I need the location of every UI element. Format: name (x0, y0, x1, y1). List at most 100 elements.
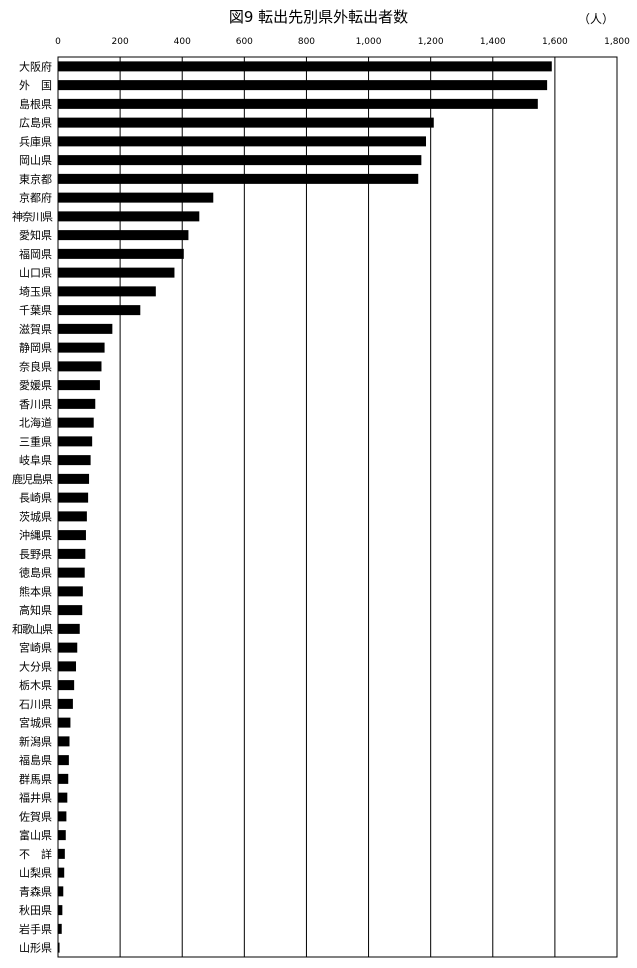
category-label: 東京都 (19, 172, 52, 186)
category-label: 千葉県 (19, 303, 52, 317)
bar (58, 492, 89, 503)
category-label: 広島県 (19, 116, 52, 130)
x-tick-label: 1,400 (480, 37, 506, 47)
category-label: 長崎県 (19, 491, 52, 505)
bar (58, 698, 73, 709)
bar (58, 436, 93, 447)
bar (58, 136, 427, 147)
category-label: 愛知県 (19, 228, 52, 242)
bar (58, 736, 70, 747)
bar (58, 605, 83, 616)
category-label: 山口県 (19, 267, 52, 280)
bar (58, 942, 60, 953)
bar (58, 923, 62, 934)
category-label: 滋賀県 (19, 323, 52, 336)
bar (58, 567, 85, 578)
category-label: 静岡県 (19, 341, 52, 355)
gridlines (119, 57, 556, 957)
bar (58, 173, 419, 184)
bar (58, 511, 87, 522)
category-label: 岡山県 (19, 154, 52, 167)
category-label: 外 国 (19, 79, 52, 92)
bar (58, 661, 77, 672)
category-label: 愛媛県 (19, 378, 52, 392)
category-label: 兵庫県 (19, 134, 52, 148)
chart-title: 図9 転出先別県外転出者数 (228, 8, 409, 26)
bar (58, 380, 100, 391)
x-tick-label: 1,200 (418, 37, 444, 47)
bar (58, 755, 69, 766)
x-tick-label: 200 (112, 37, 129, 47)
category-label: 高知県 (19, 603, 52, 617)
bar (58, 867, 65, 878)
bar (58, 117, 434, 128)
category-label: 徳島県 (19, 566, 52, 580)
x-tick-label: 0 (55, 37, 61, 47)
unit-label: （人） (578, 12, 615, 26)
bar (58, 848, 65, 859)
category-label: 山梨県 (19, 866, 52, 880)
bar (58, 398, 96, 409)
category-label: 北海道 (19, 416, 52, 430)
bar (58, 361, 102, 372)
category-label: 島根県 (19, 97, 52, 111)
category-label: 石川県 (19, 698, 52, 711)
category-label: 宮崎県 (19, 641, 52, 655)
x-tick-label: 1,000 (356, 37, 382, 47)
category-label: 山形県 (19, 942, 52, 955)
category-label: 新潟県 (19, 734, 52, 748)
bar (58, 192, 214, 203)
bar (58, 717, 71, 728)
category-label: 香川県 (19, 398, 52, 411)
category-label: 福井県 (19, 791, 52, 805)
bar (58, 473, 90, 484)
bar (58, 905, 63, 916)
bar (58, 548, 86, 559)
bar (58, 792, 68, 803)
category-label: 茨城県 (19, 509, 52, 523)
bar (58, 455, 91, 466)
bar (58, 155, 422, 166)
category-label: 沖縄県 (19, 528, 52, 542)
category-label: 大阪府 (19, 59, 52, 73)
category-label: 鹿児島県 (12, 472, 53, 486)
bar (58, 642, 78, 653)
bar (58, 530, 86, 541)
bar (58, 830, 66, 841)
category-label: 大分県 (19, 659, 52, 673)
category-label: 秋田県 (19, 903, 52, 917)
bar (58, 267, 175, 278)
category-label: 京都府 (19, 191, 52, 205)
bar (58, 417, 94, 428)
bar (58, 586, 83, 597)
category-label: 青森県 (19, 884, 52, 898)
bar (58, 773, 69, 784)
category-label: 福岡県 (19, 247, 52, 261)
plot-frame (57, 56, 618, 958)
bar (58, 342, 105, 353)
bar (58, 211, 200, 222)
x-axis-ticks: 0 200 400 600 800 1,000 1,200 1,400 1,600 1,800 (55, 37, 630, 47)
category-label: 不 詳 (19, 847, 52, 861)
category-label: 群馬県 (19, 772, 52, 786)
bar (58, 623, 80, 634)
bar (58, 98, 538, 109)
category-label: 奈良県 (19, 359, 52, 373)
bar (58, 680, 75, 691)
category-label: 岐阜県 (19, 454, 52, 467)
x-tick-label: 1,600 (542, 37, 568, 47)
category-label: 熊本県 (19, 584, 52, 598)
bar (58, 323, 113, 334)
category-label: 佐賀県 (19, 809, 52, 823)
x-tick-label: 400 (174, 37, 191, 47)
category-label: 和歌山県 (12, 622, 53, 636)
bar (58, 230, 189, 241)
bar (58, 80, 548, 91)
x-tick-label: 800 (298, 37, 315, 47)
category-label: 岩手県 (19, 922, 52, 936)
category-label: 埼玉県 (19, 284, 52, 298)
bar (58, 248, 184, 259)
bar (58, 811, 67, 822)
